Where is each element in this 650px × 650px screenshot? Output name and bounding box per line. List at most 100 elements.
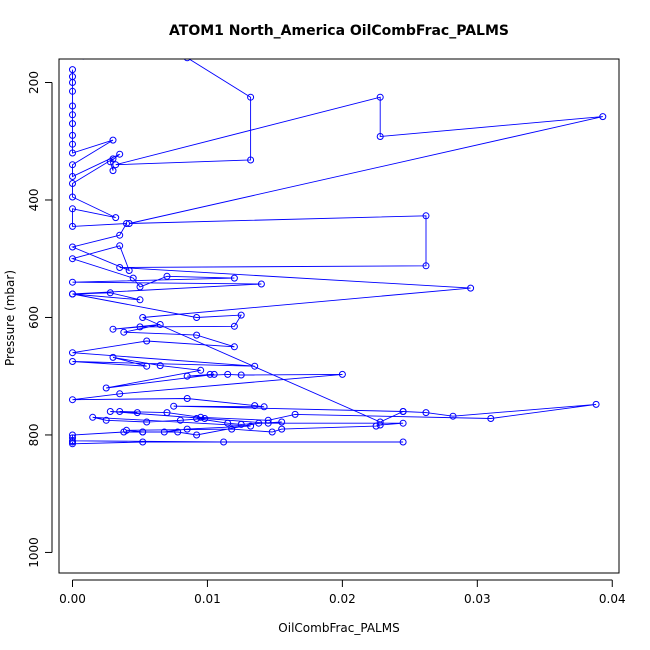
data-point [230, 274, 238, 282]
data-point [193, 314, 201, 321]
data-point [422, 212, 430, 220]
data-point [69, 173, 76, 180]
data-point [163, 272, 171, 280]
data-point [449, 412, 457, 420]
data-point [487, 415, 495, 422]
data-point [220, 438, 228, 446]
data-point [183, 59, 191, 62]
data-point [251, 362, 259, 370]
data-point [247, 93, 255, 101]
data-point [69, 161, 76, 169]
data-point [228, 425, 236, 433]
series-line [70, 69, 597, 445]
data-point [291, 410, 299, 418]
y-axis: 200 400 600 800 1000 [27, 71, 53, 568]
data-point [69, 396, 76, 404]
data-point [422, 409, 430, 417]
x-axis-label: OilCombFrac_PALMS [278, 621, 399, 635]
data-point [109, 167, 117, 175]
data-point [156, 362, 164, 370]
data-point [201, 415, 209, 422]
x-tick-label: 0.04 [599, 592, 626, 606]
data-point [255, 419, 263, 427]
data-point [170, 402, 178, 410]
data-point [69, 205, 76, 213]
data-point [69, 349, 76, 357]
data-point [210, 370, 218, 378]
data-point [197, 366, 205, 374]
data-point [116, 150, 124, 158]
data-point [278, 418, 286, 426]
data-point [109, 353, 117, 361]
series-2 [81, 59, 607, 426]
plot-frame [58, 58, 620, 574]
data-point [264, 416, 272, 424]
data-point [102, 416, 110, 424]
data-point [69, 222, 76, 230]
data-point [143, 337, 151, 345]
data-point [139, 428, 147, 436]
data-point [338, 370, 346, 378]
data-point [257, 280, 265, 288]
data-point [197, 413, 205, 421]
y-axis-label: Pressure (mbar) [3, 270, 17, 366]
data-point [125, 220, 133, 227]
plot-data-area [69, 59, 607, 448]
y-tick-label: 600 [27, 306, 41, 329]
data-point [69, 79, 76, 86]
data-point [136, 283, 144, 291]
data-point [133, 409, 141, 417]
data-point [264, 419, 272, 427]
data-point [376, 418, 384, 426]
data-point [224, 419, 232, 427]
data-point [230, 322, 238, 330]
series-1 [69, 66, 600, 448]
data-point [143, 418, 151, 426]
data-point [112, 214, 120, 222]
data-point [136, 296, 144, 304]
data-point [143, 362, 151, 370]
data-point [237, 311, 245, 319]
data-point [163, 409, 171, 417]
data-point [268, 428, 276, 436]
data-point [160, 428, 168, 436]
data-point [69, 149, 76, 157]
data-point [237, 420, 245, 428]
data-point [116, 231, 124, 239]
data-point [278, 425, 286, 433]
data-point [116, 408, 124, 415]
data-point [193, 331, 201, 339]
data-point [69, 140, 76, 148]
data-point [183, 372, 191, 380]
data-point [69, 180, 76, 187]
data-point [89, 413, 97, 421]
data-point [237, 371, 245, 379]
data-point [120, 428, 128, 436]
data-point [120, 328, 128, 336]
x-tick-label: 0.00 [59, 592, 86, 606]
data-point [69, 438, 76, 446]
data-point [116, 390, 124, 398]
data-point [69, 111, 76, 119]
data-point [69, 131, 76, 139]
data-point [129, 274, 137, 282]
data-point [109, 136, 117, 144]
data-point [247, 422, 255, 430]
data-point [116, 264, 124, 271]
data-point [193, 415, 201, 422]
x-axis: 0.00 0.01 0.02 0.03 0.04 [59, 579, 626, 606]
data-point [399, 438, 407, 446]
data-point [102, 384, 110, 392]
data-point [372, 422, 380, 430]
data-point [399, 408, 407, 415]
x-tick-label: 0.02 [329, 592, 356, 606]
data-point [230, 343, 238, 351]
data-point [174, 428, 182, 436]
data-point [599, 113, 607, 121]
chart-title: ATOM1 North_America OilCombFrac_PALMS [169, 23, 509, 39]
data-point [422, 262, 430, 270]
data-point [69, 193, 76, 201]
data-point [224, 370, 232, 378]
